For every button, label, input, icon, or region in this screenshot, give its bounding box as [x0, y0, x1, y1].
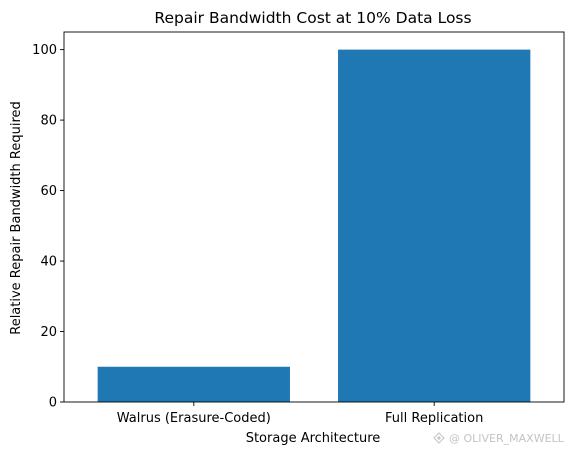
y-tick-label-3: 60 — [40, 184, 57, 199]
y-axis-label: Relative Repair Bandwidth Required — [9, 101, 24, 335]
bar-1 — [338, 49, 531, 402]
watermark-text: @ OLIVER_MAXWELL — [449, 432, 565, 445]
watermark: @ OLIVER_MAXWELL — [433, 432, 565, 445]
plot-frame — [63, 31, 565, 403]
y-tick-label-1: 20 — [40, 325, 57, 340]
diamond-logo-icon — [433, 432, 445, 444]
bar-0 — [97, 366, 290, 402]
x-axis-label: Storage Architecture — [246, 431, 381, 446]
y-tick-label-5: 100 — [32, 43, 57, 58]
y-tick-label-0: 0 — [49, 396, 57, 411]
x-tick-label-0: Walrus (Erasure-Coded) — [117, 411, 271, 426]
y-tick-label-2: 40 — [40, 255, 57, 270]
plot-area: 0 20 40 60 80 100 Walrus (Erasure-Coded) Full R… — [32, 31, 565, 426]
x-tick-label-1: Full Replication — [385, 411, 483, 426]
y-tick-label-4: 80 — [40, 114, 57, 129]
chart-title: Repair Bandwidth Cost at 10% Data Loss — [154, 9, 471, 27]
